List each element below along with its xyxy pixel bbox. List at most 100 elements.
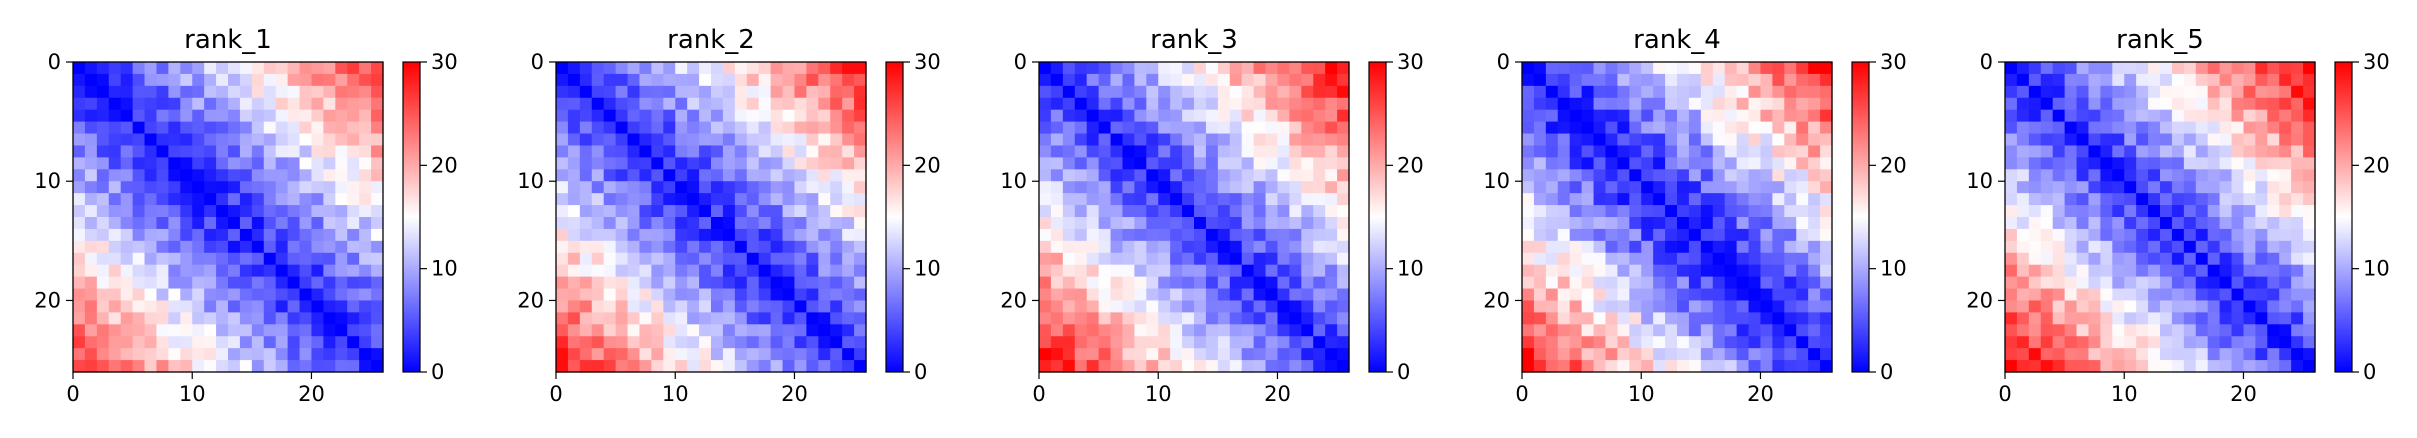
heatmap-cell	[722, 193, 736, 206]
heatmap-cell	[2088, 336, 2101, 349]
heatmap-cell	[228, 85, 241, 99]
heatmap-cell	[722, 97, 736, 111]
heatmap-cell	[1748, 169, 1762, 182]
heatmap-cell	[1086, 97, 1100, 111]
heatmap-cell	[842, 145, 855, 158]
heatmap-cell	[1110, 360, 1124, 373]
heatmap-cell	[1050, 252, 1064, 266]
heatmap-cell	[675, 360, 688, 373]
heatmap-cell	[567, 300, 581, 313]
heatmap-cell	[1772, 300, 1785, 313]
heatmap-cell	[2052, 336, 2066, 349]
heatmap-cell	[2088, 300, 2101, 313]
heatmap-cell	[711, 264, 724, 278]
heatmap-cell	[1110, 193, 1124, 206]
heatmap-cell	[2076, 85, 2090, 99]
heatmap-cell	[854, 62, 867, 75]
heatmap-cell	[371, 217, 384, 230]
heatmap-cell	[2219, 300, 2233, 313]
heatmap-cell	[132, 264, 146, 278]
heatmap-cell	[1700, 133, 1714, 147]
heatmap-cell	[782, 62, 796, 75]
heatmap-cell	[2171, 169, 2185, 182]
heatmap-cell	[120, 264, 134, 278]
heatmap-cell	[830, 300, 843, 313]
heatmap-cell	[2100, 157, 2113, 170]
heatmap-cell	[806, 181, 819, 194]
heatmap-cell	[1265, 157, 1279, 170]
heatmap-cell	[758, 288, 772, 302]
heatmap-cell	[1533, 360, 1547, 373]
heatmap-cell	[228, 121, 241, 135]
heatmap-cell	[108, 228, 122, 242]
heatmap-cell	[1677, 264, 1690, 278]
heatmap-cell	[275, 217, 289, 230]
heatmap-cell	[192, 205, 205, 218]
heatmap-cell	[1569, 205, 1583, 218]
heatmap-cell	[120, 85, 134, 99]
heatmap-cell	[2171, 133, 2185, 147]
heatmap-cell	[2088, 97, 2101, 111]
heatmap-cell	[2100, 62, 2113, 75]
heatmap-cell	[1074, 240, 1088, 254]
heatmap-cell	[2195, 157, 2209, 170]
heatmap-cell	[96, 205, 110, 218]
heatmap-cell	[1313, 252, 1326, 266]
heatmap-cell	[1617, 348, 1630, 361]
heatmap-cell	[239, 73, 253, 87]
heatmap-cell	[2136, 193, 2149, 206]
heatmap-cell	[168, 85, 181, 99]
heatmap-cell	[120, 288, 134, 302]
heatmap-cell	[2148, 85, 2161, 99]
heatmap-cell	[156, 97, 169, 111]
heatmap-cell	[1593, 240, 1607, 254]
heatmap-cell	[615, 324, 629, 337]
heatmap-cell	[1522, 193, 1535, 206]
heatmap-cell	[2267, 360, 2280, 373]
heatmap-cell	[2243, 133, 2256, 147]
heatmap-cell	[2183, 228, 2197, 242]
heatmap-cell	[687, 157, 700, 170]
heatmap-cell	[108, 348, 122, 361]
heatmap-cell	[73, 73, 86, 87]
heatmap-cell	[1748, 264, 1762, 278]
heatmap-cell	[144, 193, 158, 206]
heatmap-cell	[1784, 85, 1797, 99]
heatmap-cell	[132, 193, 146, 206]
heatmap-cell	[830, 181, 843, 194]
heatmap-cell	[734, 193, 748, 206]
heatmap-cell	[371, 109, 384, 123]
heatmap-cell	[335, 276, 348, 290]
heatmap-cell	[806, 193, 819, 206]
heatmap-cell	[1748, 62, 1762, 75]
heatmap-cell	[1110, 264, 1124, 278]
heatmap-cell	[1712, 181, 1726, 194]
x-tick-label: 0	[1032, 382, 1045, 406]
heatmap-cell	[2183, 276, 2197, 290]
heatmap-cell	[699, 240, 712, 254]
heatmap-cell	[1724, 336, 1738, 349]
y-tick-label: 0	[531, 50, 544, 74]
heatmap-cell	[2195, 121, 2209, 135]
heatmap-cell	[1039, 157, 1052, 170]
heatmap-cell	[1050, 157, 1064, 170]
heatmap-cell	[1772, 360, 1785, 373]
heatmap-cell	[1522, 133, 1535, 147]
heatmap-cell	[842, 157, 855, 170]
heatmap-cell	[1205, 109, 1219, 123]
heatmap-cell	[722, 240, 736, 254]
heatmap-cell	[2267, 193, 2280, 206]
heatmap-cell	[2112, 109, 2125, 123]
heatmap-cell	[818, 62, 831, 75]
heatmap-cell	[1581, 157, 1595, 170]
heatmap-cell	[663, 109, 676, 123]
heatmap-cell	[1700, 193, 1714, 206]
heatmap-cell	[2243, 312, 2256, 325]
heatmap-cell	[1289, 205, 1302, 218]
heatmap-cell	[1122, 169, 1135, 182]
heatmap-cell	[2136, 121, 2149, 135]
heatmap-cell	[1665, 276, 1678, 290]
heatmap-cell	[1533, 288, 1547, 302]
heatmap-cell	[711, 133, 724, 147]
heatmap-cell	[168, 336, 181, 349]
